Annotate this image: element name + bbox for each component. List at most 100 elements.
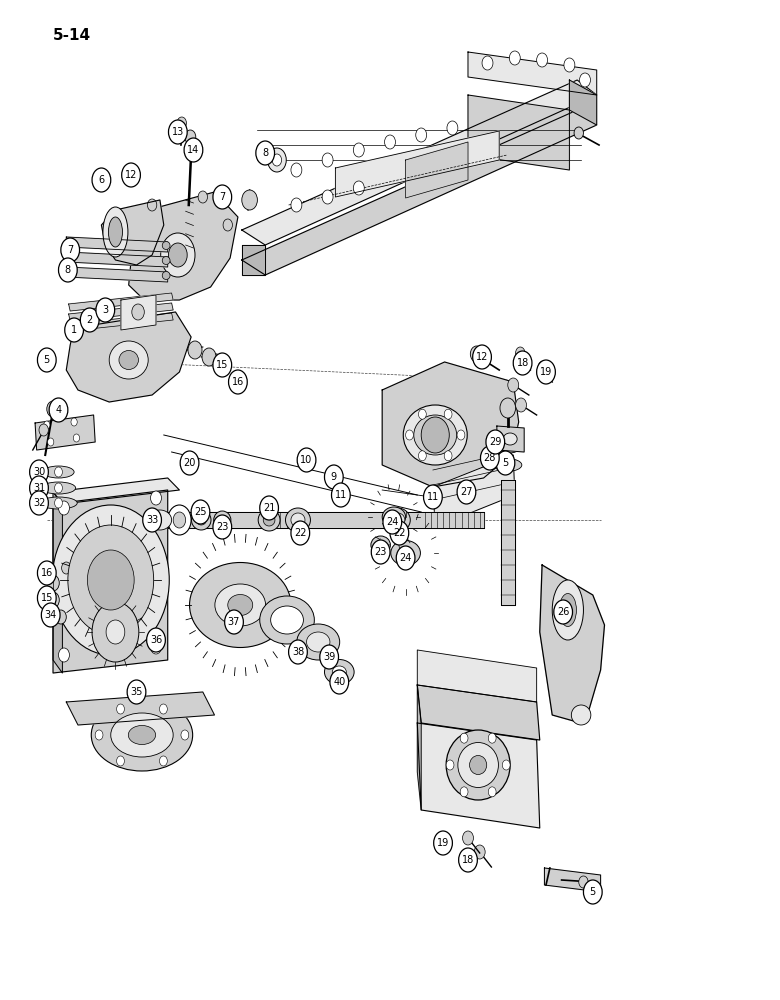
Circle shape xyxy=(564,58,575,72)
Circle shape xyxy=(49,398,68,422)
Circle shape xyxy=(181,730,189,740)
Circle shape xyxy=(508,378,519,392)
Text: 19: 19 xyxy=(540,367,552,377)
Circle shape xyxy=(173,512,186,528)
Circle shape xyxy=(488,787,496,797)
Ellipse shape xyxy=(111,713,173,757)
Ellipse shape xyxy=(63,240,73,250)
Text: 36: 36 xyxy=(150,635,162,645)
Text: 7: 7 xyxy=(219,192,225,202)
Text: 9: 9 xyxy=(331,472,337,482)
Ellipse shape xyxy=(271,606,303,634)
Text: 7: 7 xyxy=(67,245,73,255)
Circle shape xyxy=(68,525,154,635)
Text: 2: 2 xyxy=(87,315,93,325)
Ellipse shape xyxy=(162,256,170,264)
Text: 16: 16 xyxy=(41,568,53,578)
Circle shape xyxy=(168,505,191,535)
Circle shape xyxy=(322,190,333,204)
Circle shape xyxy=(47,592,59,608)
Ellipse shape xyxy=(197,515,206,525)
Ellipse shape xyxy=(559,593,576,626)
Text: 6: 6 xyxy=(98,175,105,185)
Circle shape xyxy=(406,430,413,440)
Circle shape xyxy=(474,845,485,859)
Circle shape xyxy=(516,398,526,412)
Circle shape xyxy=(242,190,257,210)
Ellipse shape xyxy=(403,405,467,465)
Text: 40: 40 xyxy=(333,677,346,687)
Circle shape xyxy=(87,550,134,610)
Ellipse shape xyxy=(128,726,156,744)
Circle shape xyxy=(30,476,48,500)
Circle shape xyxy=(39,424,48,436)
Circle shape xyxy=(159,756,167,766)
Text: 34: 34 xyxy=(44,610,57,620)
Ellipse shape xyxy=(391,513,405,527)
Text: 21: 21 xyxy=(263,503,275,513)
Circle shape xyxy=(353,181,364,195)
Circle shape xyxy=(55,467,62,477)
Circle shape xyxy=(52,505,169,655)
Ellipse shape xyxy=(260,596,314,644)
Text: 20: 20 xyxy=(183,458,196,468)
Text: 15: 15 xyxy=(216,360,229,370)
Polygon shape xyxy=(501,480,515,605)
Circle shape xyxy=(223,219,232,231)
Circle shape xyxy=(147,628,165,652)
Ellipse shape xyxy=(324,660,354,684)
Text: 29: 29 xyxy=(489,437,502,447)
Text: 26: 26 xyxy=(557,607,569,617)
Circle shape xyxy=(202,348,216,366)
Ellipse shape xyxy=(162,241,170,249)
Ellipse shape xyxy=(296,624,339,660)
Circle shape xyxy=(579,876,588,888)
Circle shape xyxy=(446,760,454,770)
Ellipse shape xyxy=(192,510,211,530)
Circle shape xyxy=(30,491,48,515)
Circle shape xyxy=(538,361,548,373)
Ellipse shape xyxy=(285,508,310,532)
Circle shape xyxy=(143,508,161,532)
Polygon shape xyxy=(66,237,168,252)
Circle shape xyxy=(460,787,468,797)
Circle shape xyxy=(122,163,140,187)
Polygon shape xyxy=(468,95,569,170)
Circle shape xyxy=(371,540,390,564)
Polygon shape xyxy=(53,492,62,673)
Circle shape xyxy=(291,521,310,545)
Polygon shape xyxy=(417,685,421,810)
Circle shape xyxy=(390,521,409,545)
Ellipse shape xyxy=(496,443,519,453)
Circle shape xyxy=(177,117,186,129)
Circle shape xyxy=(353,143,364,157)
Circle shape xyxy=(229,370,247,394)
Circle shape xyxy=(37,348,56,372)
Circle shape xyxy=(272,154,282,166)
Polygon shape xyxy=(417,723,540,828)
Text: 39: 39 xyxy=(323,652,335,662)
Circle shape xyxy=(95,730,103,740)
Ellipse shape xyxy=(391,540,420,566)
Circle shape xyxy=(445,409,452,419)
Circle shape xyxy=(320,645,339,669)
Text: 31: 31 xyxy=(33,483,45,493)
Circle shape xyxy=(322,153,333,167)
Ellipse shape xyxy=(371,536,390,554)
Text: 33: 33 xyxy=(146,515,158,525)
Text: 12: 12 xyxy=(476,352,488,362)
Circle shape xyxy=(65,318,83,342)
Polygon shape xyxy=(69,303,173,321)
Text: 24: 24 xyxy=(399,553,412,563)
Circle shape xyxy=(127,680,146,704)
Circle shape xyxy=(180,451,199,475)
Polygon shape xyxy=(168,512,484,528)
Circle shape xyxy=(159,704,167,714)
Circle shape xyxy=(463,831,473,845)
Circle shape xyxy=(421,417,449,453)
Circle shape xyxy=(48,438,54,446)
Polygon shape xyxy=(569,80,597,125)
Text: 5-14: 5-14 xyxy=(53,28,91,43)
Text: 5: 5 xyxy=(44,355,50,365)
Circle shape xyxy=(30,460,48,484)
